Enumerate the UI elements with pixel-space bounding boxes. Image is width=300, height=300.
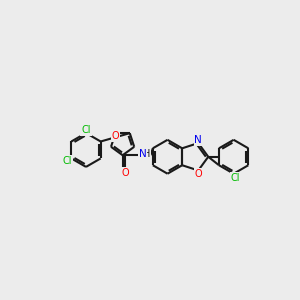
Text: O: O	[122, 168, 130, 178]
Text: O: O	[112, 131, 119, 141]
Text: O: O	[194, 169, 202, 178]
Text: Cl: Cl	[63, 156, 72, 166]
Text: H: H	[143, 149, 150, 159]
Text: N: N	[139, 149, 147, 160]
Text: N: N	[194, 135, 202, 145]
Text: Cl: Cl	[230, 172, 240, 183]
Text: Cl: Cl	[81, 125, 91, 135]
